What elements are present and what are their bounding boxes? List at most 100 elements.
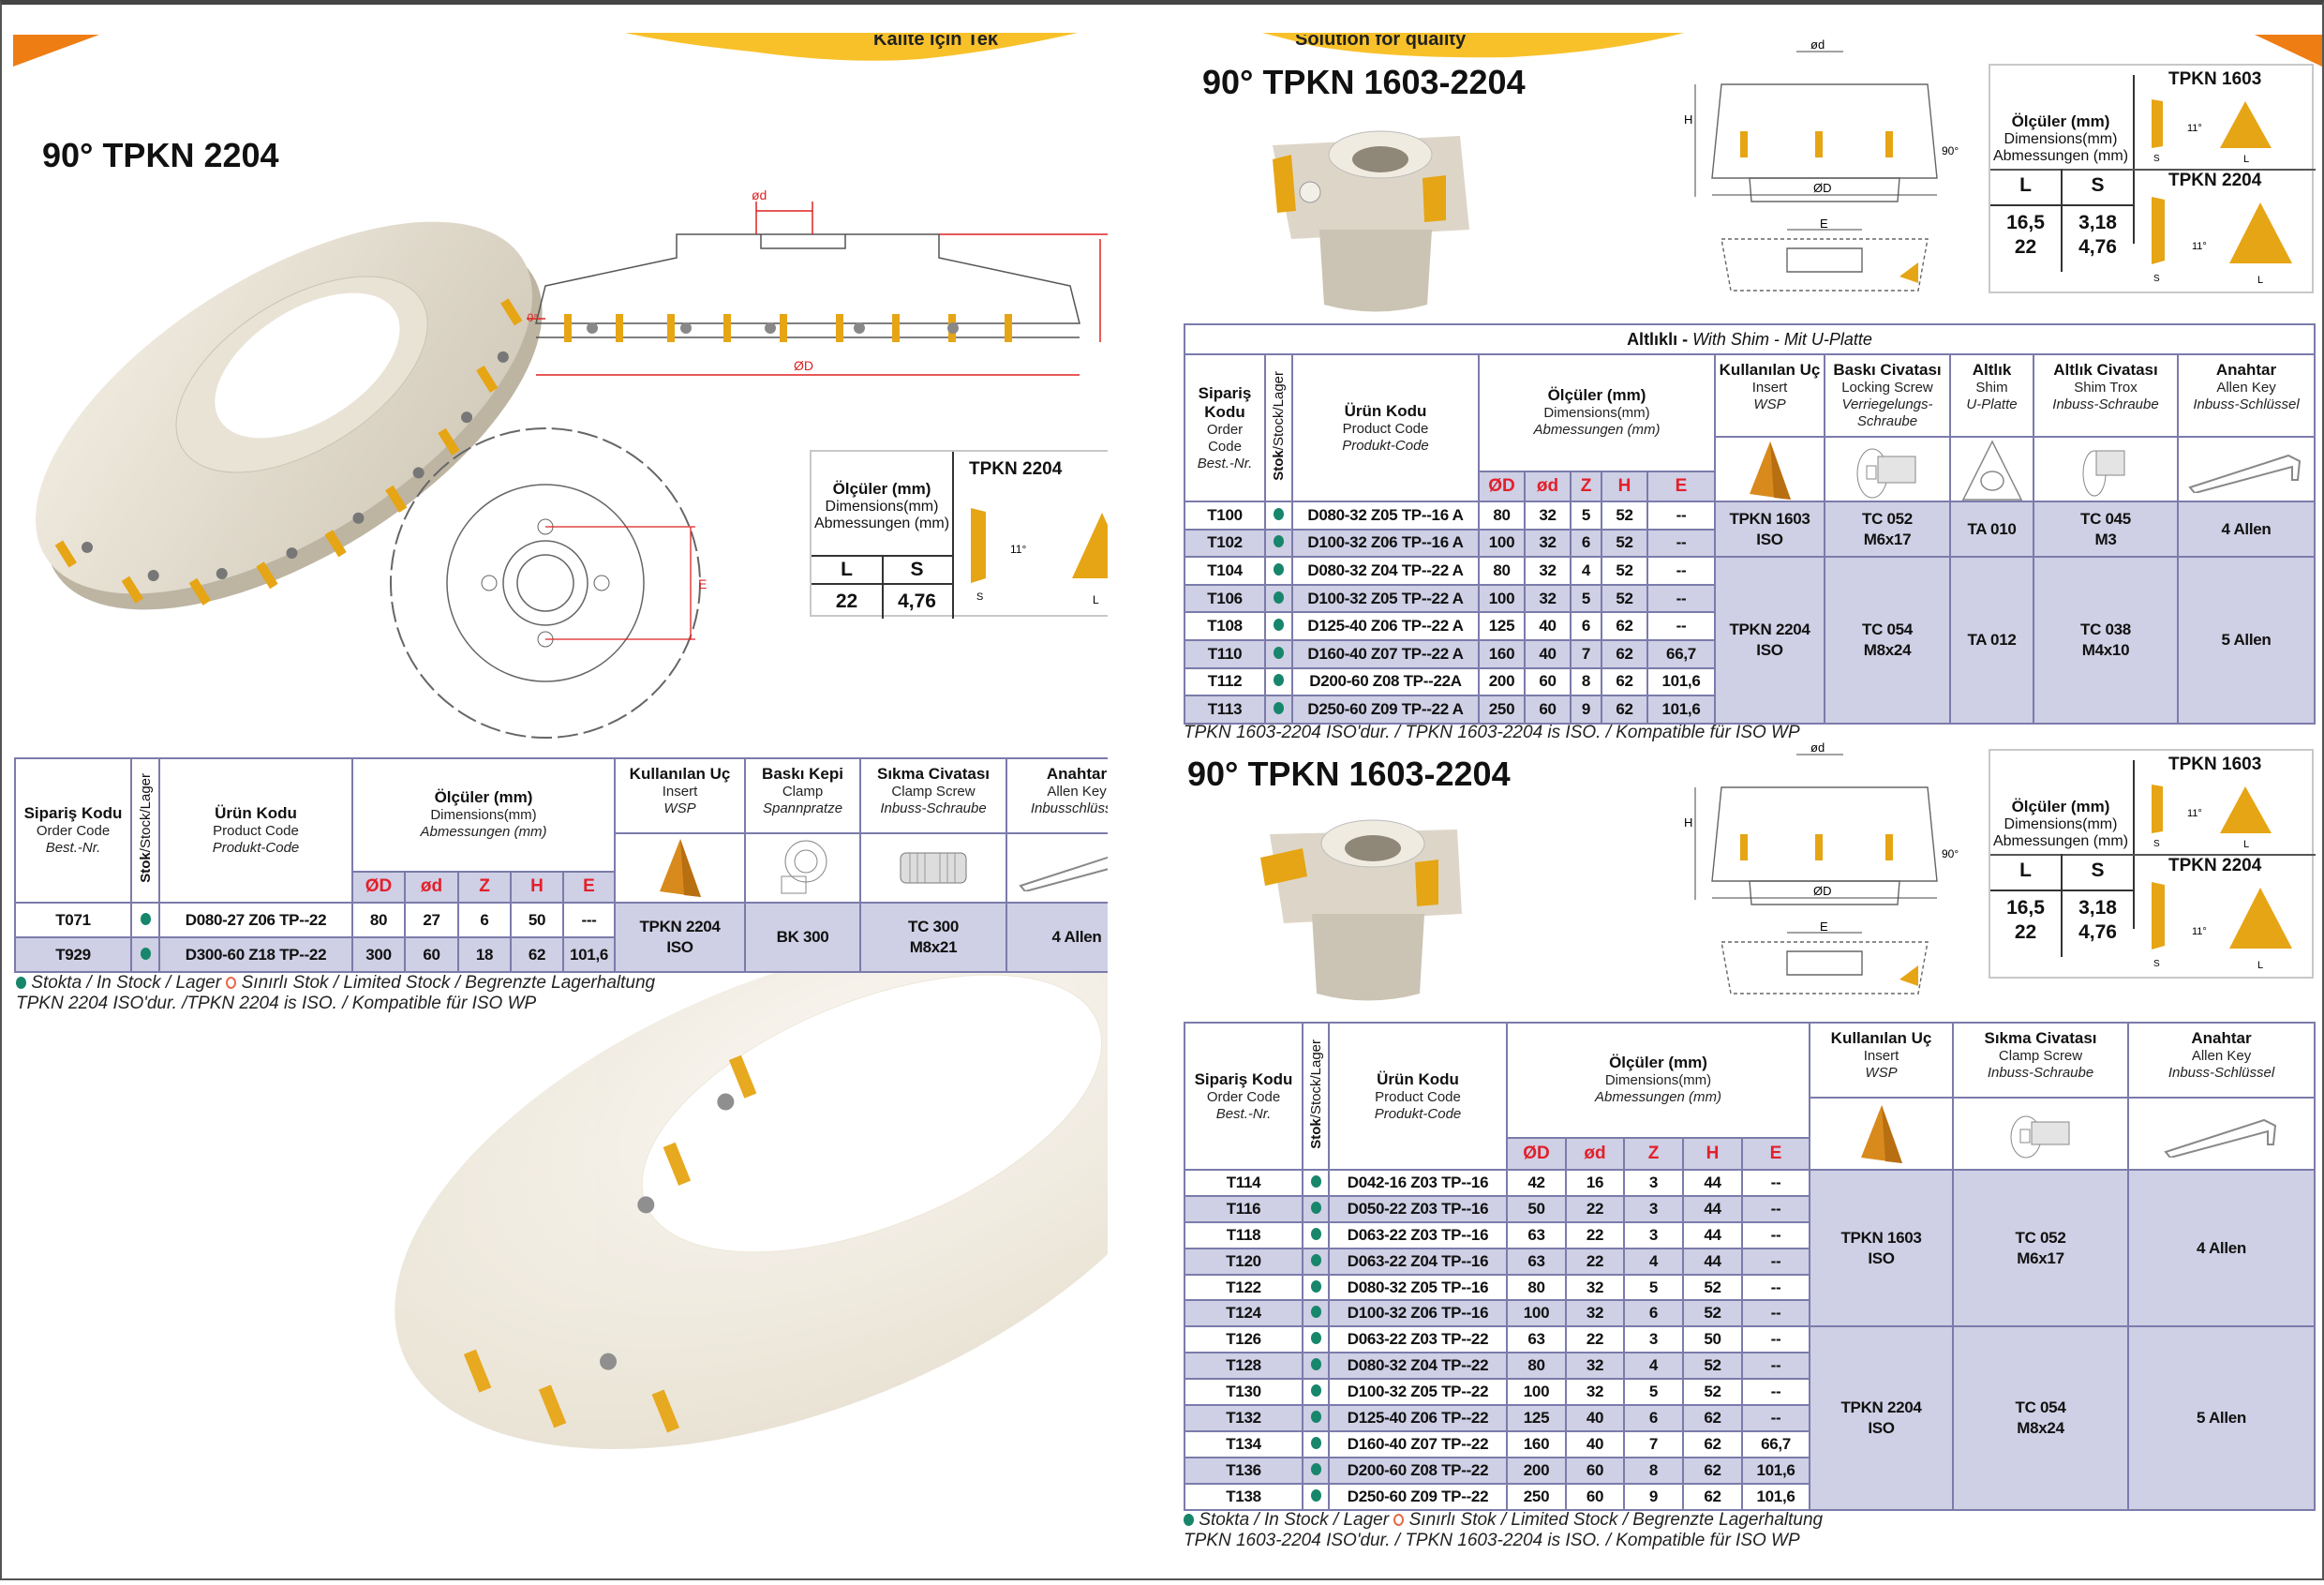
dimension-e: 101,6 <box>1740 1482 1811 1511</box>
header-accessory: Sıkma Civatası Clamp Screw Inbuss-Schraube <box>859 757 1008 904</box>
header-line: Schraube <box>1856 413 1918 429</box>
banner-text-right: Solution for quality <box>1295 29 1467 50</box>
stock-status <box>130 902 160 938</box>
header-line: Produkt-Code <box>212 840 300 856</box>
header-line: WSP <box>1753 396 1786 412</box>
header-row: Sipariş Kodu Order Code Best.-Nr. Stok/Stoc… <box>1184 1022 2317 1171</box>
shim-icon <box>1952 436 2032 500</box>
dims-de: Abmessungen (mm) <box>813 516 950 531</box>
table-row[interactable]: T113 D250-60 Z09 TP--22 A 250 60 9 62 101,6 <box>1184 695 2315 725</box>
dim-col-header: ØD <box>351 870 406 905</box>
table-row[interactable]: T116 D050-22 Z03 TP--16 50 22 3 44 -- <box>1184 1194 2315 1223</box>
col-l: L <box>841 559 853 580</box>
table-row[interactable]: T100 D080-32 Z05 TP--16 A 80 32 5 52 -- TPKN 16… <box>1184 500 2317 559</box>
col-l: L <box>2019 860 2032 881</box>
dimension-id: 27 <box>404 902 459 938</box>
dim-col-header: H <box>1682 1136 1743 1172</box>
label-big-d: ØD <box>1813 884 1832 898</box>
label-big-d: ØD <box>1813 181 1832 195</box>
accessory-value-line: ISO <box>1756 530 1783 548</box>
stock-status <box>1302 1194 1330 1223</box>
table-row[interactable]: T102 D100-32 Z06 TP--16 A 100 32 6 52 -- <box>1184 528 2315 559</box>
dimension-e: -- <box>1646 556 1716 586</box>
insert-icon <box>1811 1097 1952 1168</box>
dimension-id: 40 <box>1565 1429 1625 1458</box>
dimension-id: 32 <box>1524 528 1572 559</box>
order-code: T100 <box>1184 501 1266 531</box>
accessory-value-line: TC 052 <box>1862 509 1913 528</box>
accessory-value: TPKN 1603 ISO <box>1714 500 1825 559</box>
table-row[interactable]: T124 D100-32 Z06 TP--16 100 32 6 52 -- <box>1184 1299 2315 1328</box>
header-row: Sipariş Kodu Order Code Best.-Nr. Stok/Stoc… <box>14 757 1108 904</box>
table-row[interactable]: T126 D063-22 Z03 TP--22 63 22 3 50 -- TPKN 2204… <box>1184 1325 2317 1511</box>
dimension-od: 250 <box>1478 695 1526 725</box>
legend-in-stock: Stokta / In Stock / Lager <box>1199 1510 1390 1530</box>
l-value: 16,5 <box>2006 212 2045 233</box>
table-row[interactable]: T071 D080-27 Z06 TP--22 80 27 6 50 --- TPKN 220… <box>14 902 1108 973</box>
stock-status <box>1302 1456 1330 1485</box>
table-row[interactable]: T138 D250-60 Z09 TP--22 250 60 9 62 101,6 <box>1184 1482 2315 1511</box>
table-row[interactable]: T110 D160-40 Z07 TP--22 A 160 40 7 62 66,7 <box>1184 638 2315 669</box>
table-row[interactable]: T134 D160-40 Z07 TP--22 160 40 7 62 66,7 <box>1184 1429 2315 1458</box>
insert-title-2: TPKN 2204 <box>2168 856 2262 875</box>
order-code: T929 <box>14 936 132 973</box>
header-stock: Stok/Stock/Lager <box>1302 1022 1330 1171</box>
stock-status <box>1264 638 1293 669</box>
product-table: Sipariş Kodu Order Code Best.-Nr. Stok/Stoc… <box>14 757 1108 973</box>
table-row[interactable]: T118 D063-22 Z03 TP--16 63 22 3 44 -- <box>1184 1220 2315 1249</box>
dimension-od: 125 <box>1506 1404 1567 1432</box>
table-row[interactable]: T122 D080-32 Z05 TP--16 80 32 5 52 -- <box>1184 1273 2315 1302</box>
accessory-value-line: TC 038 <box>2080 620 2131 638</box>
table-row[interactable]: T112 D200-60 Z08 TP--22A 200 60 8 62 101,6 <box>1184 666 2315 697</box>
table-row[interactable]: T130 D100-32 Z05 TP--22 100 32 5 52 -- <box>1184 1378 2315 1407</box>
product-code: D080-27 Z06 TP--22 <box>158 902 353 938</box>
table-row[interactable]: T106 D100-32 Z05 TP--22 A 100 32 5 52 -- <box>1184 583 2315 614</box>
table-row[interactable]: T108 D125-40 Z06 TP--22 A 125 40 6 62 -- <box>1184 611 2315 641</box>
header-line: Sıkma Civatası <box>1984 1029 2097 1047</box>
table-band: Altlıklı - With Shim - Mit U-Platte <box>1183 323 2317 355</box>
product-code: D100-32 Z06 TP--16 A <box>1291 528 1480 559</box>
label-angle: 90° <box>527 311 538 324</box>
table-row[interactable]: T929 D300-60 Z18 TP--22 300 60 18 62 101,6 <box>14 936 1108 973</box>
page-title: 90° TPKN 2204 <box>42 136 279 174</box>
insert-dimensions-box: Ölçüler (mm) Dimensions(mm) Abmessungen (m… <box>1989 749 2316 979</box>
table-row[interactable]: T136 D200-60 Z08 TP--22 200 60 8 62 101,6 <box>1184 1456 2315 1485</box>
dimension-e: 101,6 <box>1646 666 1716 697</box>
insert-title-1: TPKN 1603 <box>2168 69 2262 89</box>
table-row[interactable]: T120 D063-22 Z04 TP--16 63 22 4 44 -- <box>1184 1247 2315 1276</box>
header-line: Kullanılan Uç <box>1830 1029 1932 1047</box>
dimension-id: 40 <box>1524 638 1572 669</box>
header-accessory: Anahtar Allen Key Inbuss-Schlüssel <box>2127 1022 2317 1171</box>
dimension-od: 80 <box>1478 556 1526 586</box>
table-row[interactable]: T132 D125-40 Z06 TP--22 125 40 6 62 -- <box>1184 1404 2315 1432</box>
dimension-id: 22 <box>1565 1194 1625 1223</box>
dimension-id: 60 <box>1524 666 1572 697</box>
header-line: Best.-Nr. <box>1215 1105 1272 1122</box>
table-row[interactable]: T114 D042-16 Z03 TP--16 42 16 3 44 -- TPKN 1603… <box>1184 1168 2317 1328</box>
label-e: E <box>1820 920 1828 934</box>
dimension-e: -- <box>1646 583 1716 614</box>
in-stock-dot-icon <box>1274 507 1284 520</box>
dimension-e: -- <box>1740 1247 1811 1276</box>
table-row[interactable]: T104 D080-32 Z04 TP--22 A 80 32 4 52 -- TPKN 22… <box>1184 556 2317 725</box>
header-line: Anahtar <box>1046 765 1108 783</box>
col-s: S <box>910 559 924 580</box>
header-line: Locking Screw <box>1841 380 1933 396</box>
stock-label-rest: /Stock/Lager <box>1271 370 1287 450</box>
header-line: Ölçüler (mm) <box>1547 386 1646 405</box>
header-accessory: Anahtar Allen Key Inbuss-Schlüssel <box>2176 353 2317 502</box>
insert-drawing: 11° S L <box>971 508 1108 606</box>
accessory-value: TC 052 M6x17 <box>1824 500 1951 559</box>
header-order-code: Sipariş Kodu Order Code Best.-Nr. <box>1184 353 1266 502</box>
dimension-z: 7 <box>1623 1429 1684 1458</box>
table-row[interactable]: T128 D080-32 Z04 TP--22 80 32 4 52 -- <box>1184 1352 2315 1381</box>
insert-dimensions-box: Ölçüler (mm) Dimensions(mm) Abmessungen (m… <box>1989 64 2316 293</box>
dimension-id: 32 <box>1565 1299 1625 1328</box>
order-code: T108 <box>1184 611 1266 641</box>
header-line: Product Code <box>213 823 299 839</box>
header-line: Shim Trox <box>2074 380 2138 396</box>
order-code: T113 <box>1184 695 1266 725</box>
header-accessory: Kullanılan Uç Insert WSP <box>1809 1022 1955 1171</box>
header-line: Anahtar <box>2215 361 2277 379</box>
accessory-value-line: TA 012 <box>1967 630 2017 649</box>
